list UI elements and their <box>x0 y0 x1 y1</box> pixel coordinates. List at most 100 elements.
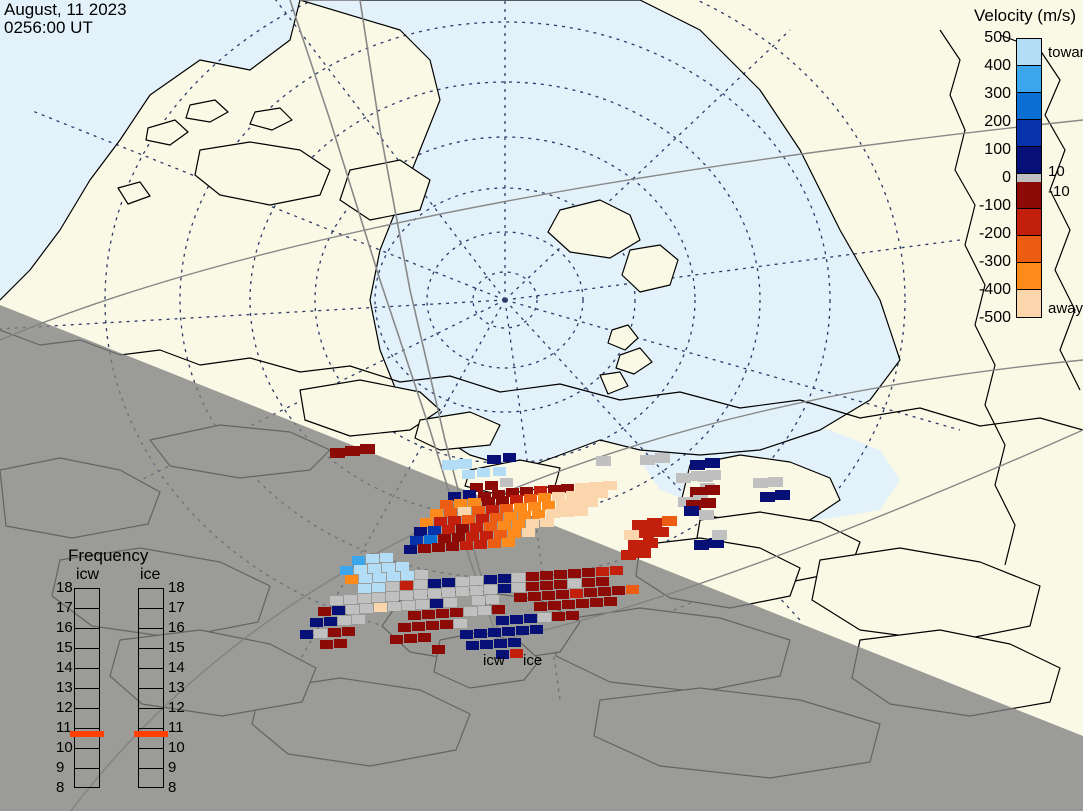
frequency-cell <box>75 769 99 789</box>
velocity-cell <box>514 593 527 602</box>
velocity-cell <box>705 485 720 495</box>
velocity-cell <box>456 524 469 533</box>
velocity-cell <box>534 602 547 611</box>
velocity-cell <box>434 517 447 526</box>
velocity-cell <box>404 545 417 554</box>
velocity-cell <box>575 483 589 492</box>
velocity-cell <box>400 591 413 600</box>
frequency-tick-left: 12 <box>56 699 73 716</box>
colorbar-tick: -400 <box>978 281 1011 298</box>
colorbar-tick: 500 <box>984 29 1011 46</box>
velocity-cell <box>448 516 461 525</box>
velocity-cell <box>566 491 580 500</box>
frequency-cell <box>75 669 99 689</box>
velocity-cell <box>508 529 521 538</box>
velocity-cell <box>480 640 493 649</box>
frequency-cell <box>139 609 163 629</box>
velocity-cell <box>636 548 651 558</box>
velocity-cell <box>526 519 539 528</box>
colorbar-segment <box>1017 39 1041 66</box>
velocity-cell <box>582 568 595 577</box>
velocity-cell <box>596 456 611 466</box>
frequency-tick-right: 8 <box>168 779 177 796</box>
velocity-cell <box>643 538 658 548</box>
velocity-cell <box>502 627 515 636</box>
velocity-colorbar: Velocity (m/s) 500 400 300 200 100 0 -100 -200 -… <box>952 0 1083 330</box>
colorbar-away-label: away <box>1048 300 1083 317</box>
velocity-cell <box>440 500 453 509</box>
velocity-cell <box>647 518 662 528</box>
velocity-cell <box>500 504 513 513</box>
timestamp-block: August, 11 2023 0256:00 UT <box>4 1 127 37</box>
velocity-cell <box>603 481 617 490</box>
frequency-tick-left: 10 <box>56 739 73 756</box>
velocity-cell <box>470 483 483 492</box>
velocity-cell <box>401 571 414 580</box>
frequency-tick-right: 17 <box>168 599 185 616</box>
velocity-cell <box>442 578 455 587</box>
frequency-bar-icw <box>74 588 100 788</box>
velocity-cell <box>512 583 525 592</box>
velocity-cell <box>372 593 385 602</box>
frequency-cell <box>75 689 99 709</box>
frequency-legend: Frequency icw ice 18 17 16 15 14 13 12 11 10 9 8 1… <box>56 546 186 796</box>
velocity-cell <box>460 630 473 639</box>
colorbar-segment <box>1017 236 1041 263</box>
velocity-cell <box>354 565 367 574</box>
velocity-cell <box>554 580 567 589</box>
velocity-cell <box>486 505 499 514</box>
frequency-cell <box>75 629 99 649</box>
colorbar-segment <box>1017 174 1041 182</box>
velocity-cell <box>503 453 516 462</box>
colorbar-segment <box>1017 93 1041 120</box>
velocity-cell <box>530 625 543 634</box>
colorbar-segment <box>1017 120 1041 147</box>
velocity-cell <box>639 528 654 538</box>
velocity-cell <box>430 509 443 518</box>
velocity-cell <box>566 611 579 620</box>
station-label-ice: ice <box>523 652 543 669</box>
velocity-cell <box>526 582 539 591</box>
velocity-cell <box>428 579 441 588</box>
velocity-cell <box>584 498 598 507</box>
velocity-cell <box>426 621 439 630</box>
velocity-cell <box>462 470 475 479</box>
velocity-cell <box>514 503 527 512</box>
velocity-cell <box>464 607 477 616</box>
velocity-cell <box>560 508 574 517</box>
velocity-cell <box>546 509 560 518</box>
frequency-cell <box>139 689 163 709</box>
terminator-shadow <box>0 305 1083 811</box>
velocity-cell <box>552 612 565 621</box>
velocity-cell <box>438 534 451 543</box>
velocity-cell <box>482 497 495 506</box>
velocity-cell <box>510 495 523 504</box>
velocity-cell <box>450 608 463 617</box>
velocity-cell <box>454 499 467 508</box>
velocity-cell <box>408 611 421 620</box>
frequency-cell <box>75 749 99 769</box>
colorbar-tick: 0 <box>1002 169 1011 186</box>
colorbar-tick: -200 <box>978 225 1011 242</box>
velocity-cell <box>494 639 507 648</box>
frequency-cell <box>139 669 163 689</box>
colorbar-tick: 300 <box>984 85 1011 102</box>
velocity-cell <box>568 569 581 578</box>
velocity-cell <box>628 540 643 550</box>
velocity-cell <box>478 492 491 501</box>
velocity-cell <box>442 525 455 534</box>
velocity-cell <box>456 587 469 596</box>
velocity-cell <box>388 602 401 611</box>
frequency-bar-ice <box>138 588 164 788</box>
velocity-cell <box>446 542 459 551</box>
velocity-cell <box>686 500 701 510</box>
velocity-cell <box>373 573 386 582</box>
colorbar-tick: -500 <box>978 309 1011 326</box>
velocity-cell <box>520 487 533 496</box>
velocity-cell <box>468 498 481 507</box>
frequency-tick-right: 11 <box>168 719 184 736</box>
velocity-cell <box>396 562 409 571</box>
velocity-cell <box>574 507 588 516</box>
velocity-cell <box>454 619 467 628</box>
velocity-cell <box>428 589 441 598</box>
